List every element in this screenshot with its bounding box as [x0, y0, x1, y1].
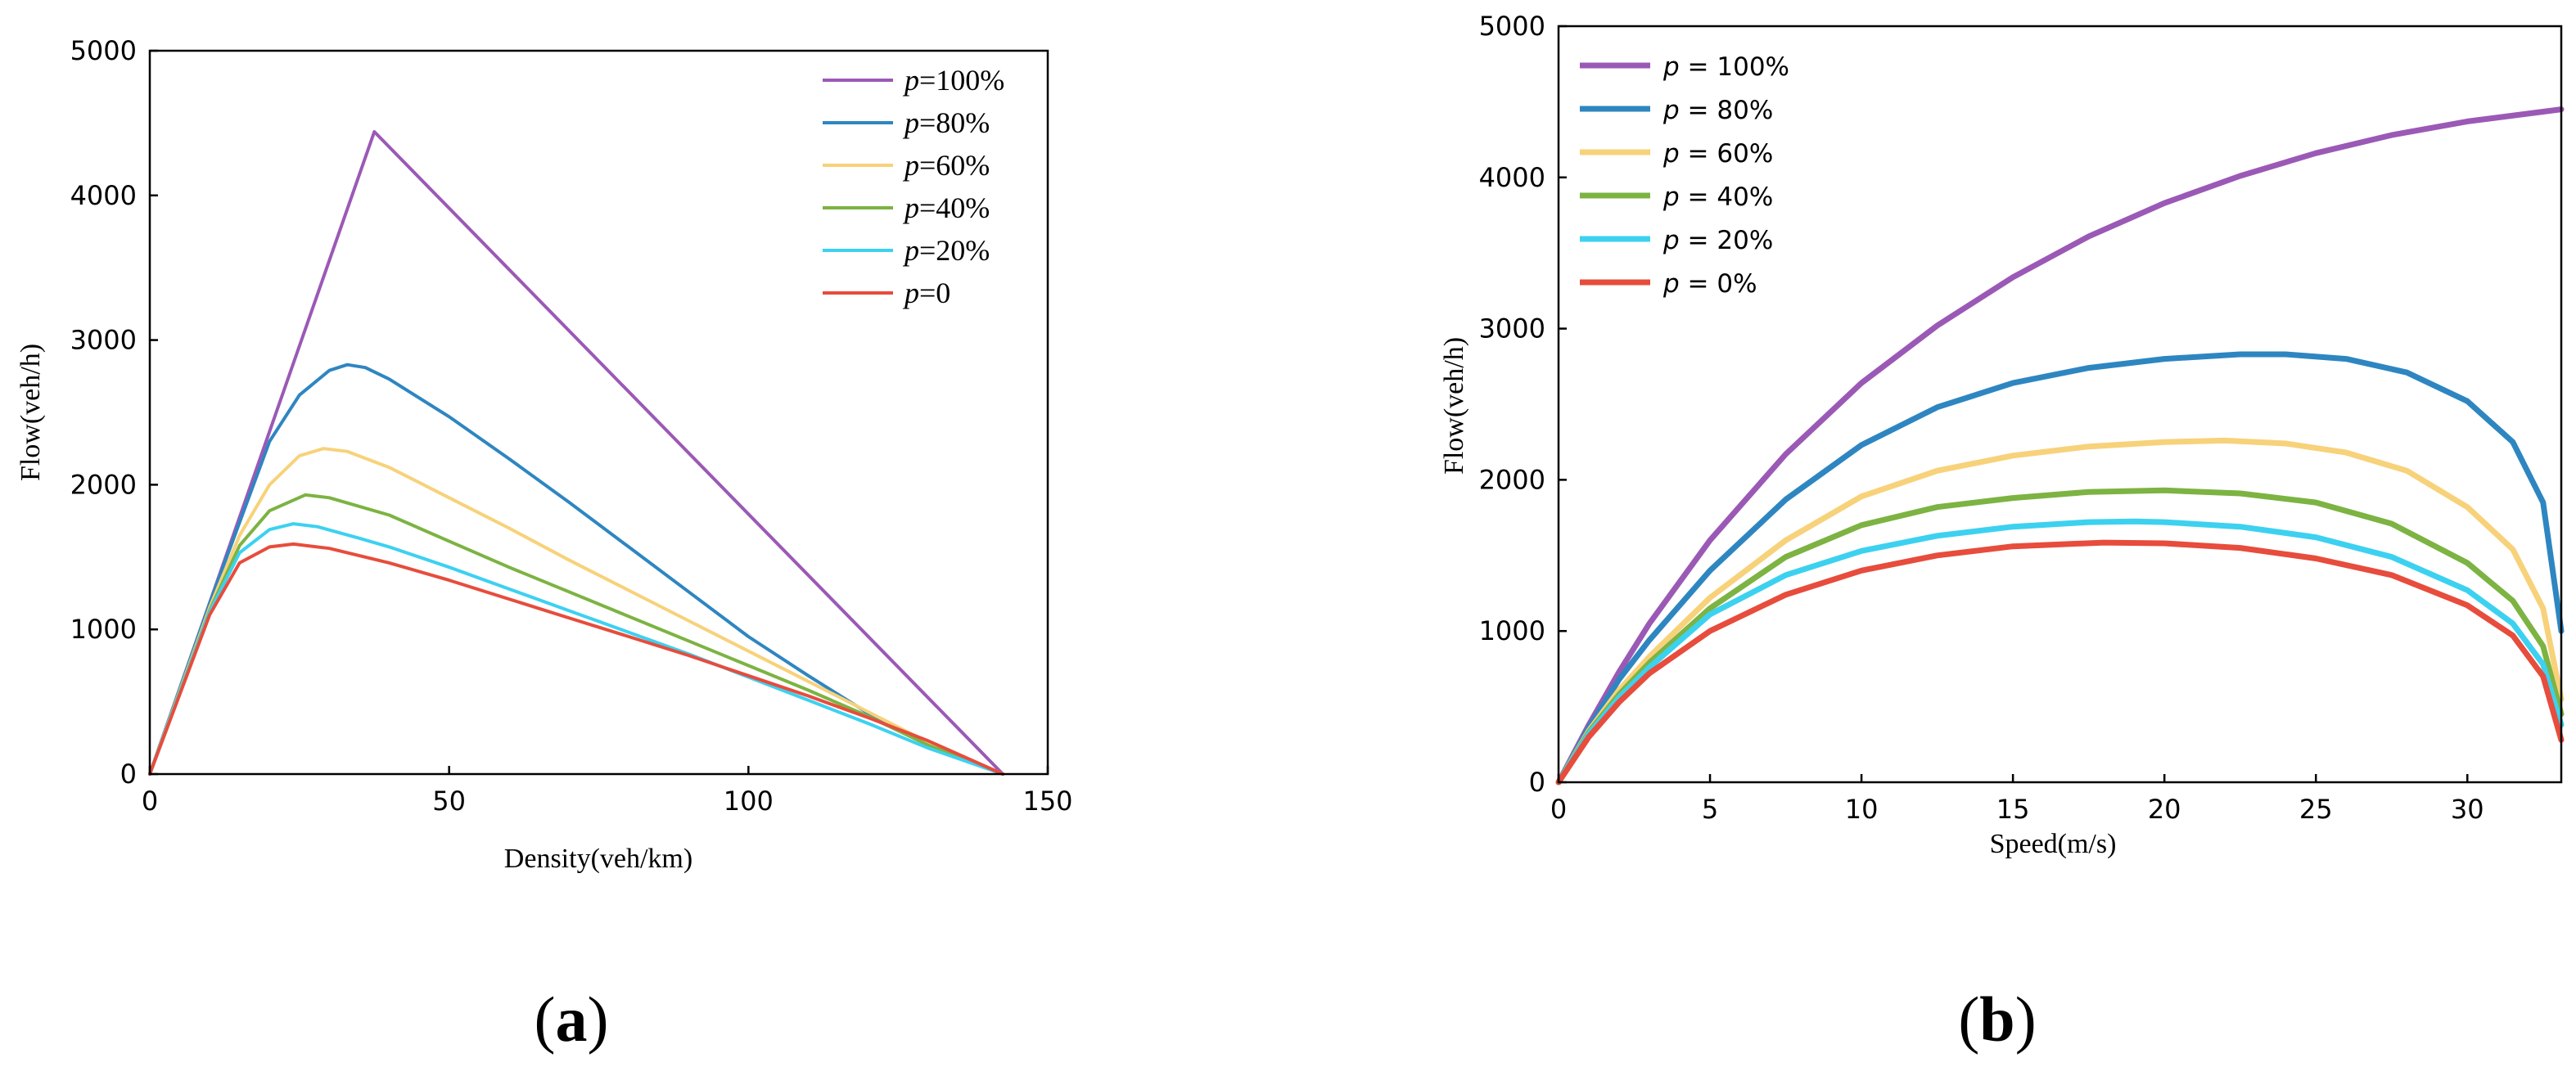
- legend-label-value-a-4: =20%: [919, 234, 990, 267]
- legend-label-value-b-1: = 80%: [1680, 96, 1774, 125]
- chart-panel-a: 0 50 100 150 0 1000 2000 3000 4000 5000 Density(ve…: [16, 35, 1073, 1055]
- y-tick-label-b-2: 2000: [1479, 464, 1545, 495]
- panel-label-close-b: ): [2015, 984, 2037, 1055]
- x-axis-label-a: Density(veh/km): [504, 844, 692, 874]
- legend-label-var-b-5: p: [1662, 269, 1680, 299]
- series-line-b-3: [1555, 487, 2565, 786]
- legend-label-b-4: p = 20%: [1662, 226, 1773, 255]
- series-line-a-5: [148, 542, 1005, 776]
- x-tick-label-a-2: 100: [724, 786, 774, 817]
- series-line-b-2: [1555, 437, 2565, 786]
- legend-label-a-5: p=0: [902, 277, 950, 309]
- legend-label-var-a-5: p: [902, 277, 919, 309]
- legend-label-value-b-2: = 60%: [1680, 139, 1774, 169]
- legend-label-value-b-4: = 20%: [1680, 226, 1774, 255]
- panel-label-open-a: (: [535, 984, 556, 1055]
- legend-label-value-a-0: =100%: [919, 64, 1004, 97]
- panel-label-open-b: (: [1958, 984, 1979, 1055]
- y-tick-label-a-2: 2000: [70, 469, 137, 500]
- y-tick-label-a-5: 5000: [70, 35, 137, 66]
- x-tick-label-b-5: 25: [2299, 794, 2333, 825]
- series-line-b-1: [1555, 351, 2565, 786]
- legend-label-b-0: p = 100%: [1662, 52, 1789, 82]
- x-tick-label-b-4: 20: [2148, 794, 2181, 825]
- legend-label-var-a-0: p: [902, 64, 919, 97]
- panel-label-letter-a: a: [556, 984, 588, 1055]
- legend-label-var-b-1: p: [1662, 96, 1680, 125]
- x-tick-label-b-1: 5: [1702, 794, 1718, 825]
- y-tick-label-b-1: 1000: [1479, 615, 1545, 646]
- series-line-b-4: [1555, 518, 2565, 786]
- series-line-b-5: [1555, 539, 2565, 786]
- legend-label-a-1: p=80%: [902, 106, 990, 139]
- legend-label-var-a-4: p: [902, 234, 919, 267]
- series-line-a-4: [148, 522, 1005, 776]
- legend-a: p=100%p=80%p=60%p=40%p=20%p=0: [823, 64, 1004, 309]
- x-tick-label-b-0: 0: [1550, 794, 1567, 825]
- y-tick-label-a-0: 0: [120, 759, 137, 790]
- legend-label-a-0: p=100%: [902, 64, 1004, 97]
- legend-label-value-a-5: =0: [919, 277, 950, 309]
- legend-label-b-1: p = 80%: [1662, 96, 1773, 125]
- y-tick-label-b-4: 4000: [1479, 162, 1545, 193]
- legend-label-b-2: p = 60%: [1662, 139, 1773, 169]
- x-tick-label-a-1: 50: [432, 786, 466, 817]
- panel-label-letter-b: b: [1979, 984, 2014, 1055]
- x-tick-label-b-2: 10: [1845, 794, 1879, 825]
- panel-label-close-a: ): [588, 984, 609, 1055]
- legend-label-var-b-0: p: [1662, 52, 1680, 82]
- plot-frame-b: [1557, 25, 2563, 784]
- x-tick-label-a-0: 0: [142, 786, 158, 817]
- y-tick-label-a-1: 1000: [70, 614, 137, 645]
- y-tick-label-b-0: 0: [1529, 767, 1545, 798]
- series-line-a-0: [148, 130, 1005, 776]
- legend-label-a-3: p=40%: [902, 191, 990, 224]
- y-tick-label-a-4: 4000: [70, 180, 137, 211]
- legend-label-var-b-3: p: [1662, 182, 1680, 212]
- legend-label-value-b-5: = 0%: [1680, 269, 1757, 299]
- legend-label-var-b-4: p: [1662, 226, 1680, 255]
- legend-label-a-2: p=60%: [902, 149, 990, 182]
- legend-label-value-a-1: =80%: [919, 106, 990, 139]
- legend-label-value-a-3: =40%: [919, 191, 990, 224]
- legend-label-value-b-3: = 40%: [1680, 182, 1774, 212]
- chart-panel-b: 0 5 10 15 20 25 30 0 1000 2000 3000 4000 5000 Speed(m…: [1439, 11, 2565, 1055]
- legend-label-b-3: p = 40%: [1662, 182, 1773, 212]
- series-line-a-2: [148, 447, 1005, 776]
- plot-frame-a: [148, 49, 1049, 776]
- legend-label-value-a-2: =60%: [919, 149, 990, 182]
- x-axis-label-b: Speed(m/s): [1990, 829, 2117, 859]
- legend-label-a-4: p=20%: [902, 234, 990, 267]
- series-line-a-1: [148, 362, 1005, 776]
- x-tick-label-b-6: 30: [2451, 794, 2484, 825]
- legend-label-value-b-0: = 100%: [1680, 52, 1789, 82]
- y-axis-label-b: Flow(veh/h): [1439, 337, 1469, 475]
- legend-label-var-a-3: p: [902, 191, 919, 224]
- y-tick-label-b-5: 5000: [1479, 11, 1545, 42]
- legend-label-var-a-2: p: [902, 149, 919, 182]
- y-tick-label-b-3: 3000: [1479, 313, 1545, 344]
- series-line-a-3: [148, 493, 1005, 776]
- x-tick-label-b-3: 15: [1996, 794, 2030, 825]
- legend-label-var-a-1: p: [902, 106, 919, 139]
- x-tick-label-a-3: 150: [1022, 786, 1072, 817]
- series-line-b-0: [1555, 106, 2565, 786]
- legend-label-var-b-2: p: [1662, 139, 1680, 169]
- legend-b: p = 100%p = 80%p = 60%p = 40%p = 20%p = …: [1580, 52, 1789, 299]
- legend-label-b-5: p = 0%: [1662, 269, 1757, 299]
- y-axis-label-a: Flow(veh/h): [16, 344, 46, 481]
- y-tick-label-a-3: 3000: [70, 325, 137, 356]
- panel-label-b: (b): [1958, 984, 2036, 1055]
- panel-label-a: (a): [535, 984, 609, 1055]
